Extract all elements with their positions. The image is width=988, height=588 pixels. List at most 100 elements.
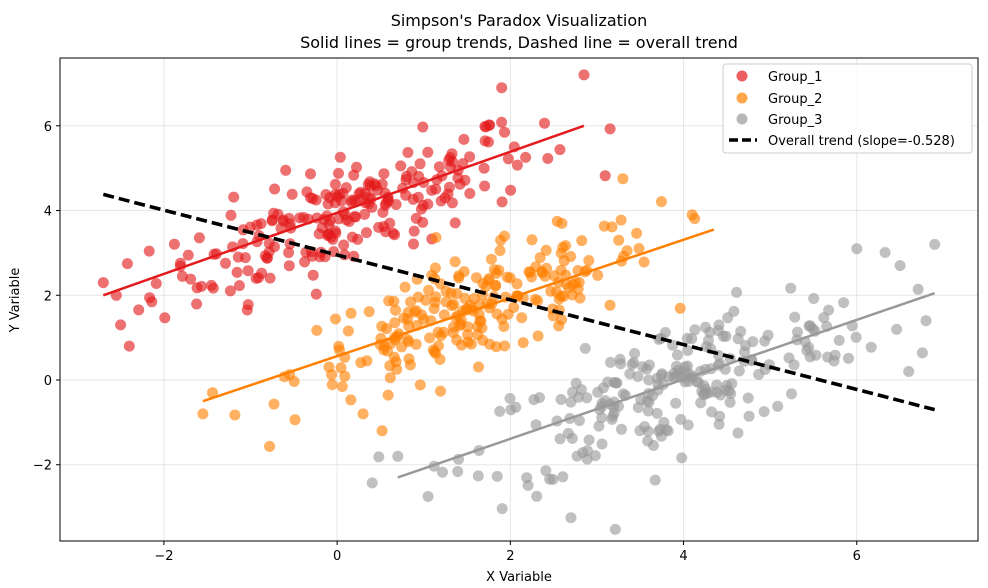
data-point	[269, 183, 281, 195]
data-point	[629, 348, 641, 359]
data-point	[556, 217, 568, 229]
data-point	[349, 211, 360, 223]
data-point	[529, 293, 541, 305]
data-point	[903, 366, 915, 377]
data-point	[316, 222, 328, 234]
data-point	[305, 168, 316, 180]
data-point	[207, 387, 218, 399]
data-point	[542, 153, 554, 164]
data-point	[455, 318, 467, 330]
data-point	[676, 452, 688, 464]
data-point	[335, 362, 347, 374]
data-point	[437, 466, 448, 478]
data-point	[686, 209, 698, 221]
data-point	[280, 164, 292, 176]
data-point	[410, 212, 422, 224]
data-point	[133, 304, 145, 316]
x-tick-label: 6	[853, 549, 861, 564]
data-point	[330, 313, 341, 325]
data-point	[638, 256, 650, 268]
data-point	[499, 340, 511, 352]
data-point	[528, 394, 540, 406]
data-point	[366, 477, 378, 489]
data-point	[728, 305, 740, 317]
data-point	[430, 347, 441, 359]
data-point	[581, 445, 593, 457]
data-point	[592, 269, 604, 281]
data-point	[703, 334, 714, 346]
data-point	[402, 336, 414, 348]
data-point	[348, 169, 360, 181]
data-point	[97, 277, 109, 289]
data-point	[656, 196, 667, 208]
data-point	[345, 394, 357, 406]
y-axis-label: Y Variable	[8, 268, 23, 334]
data-point	[485, 253, 497, 265]
data-point	[346, 231, 358, 243]
data-point	[433, 161, 445, 173]
legend-marker-group-2	[736, 92, 748, 104]
x-tick-label: 2	[506, 549, 514, 564]
data-point	[472, 320, 483, 332]
x-tick-label: 0	[333, 549, 341, 564]
data-point	[224, 285, 236, 297]
data-point	[505, 404, 517, 416]
data-point	[828, 355, 840, 367]
data-point	[324, 192, 336, 204]
data-point	[264, 440, 276, 452]
y-tick-label: 4	[44, 205, 52, 220]
data-point	[363, 306, 375, 318]
data-point	[490, 341, 502, 353]
plot-frame	[59, 57, 979, 542]
data-point	[572, 391, 584, 403]
data-point	[554, 433, 566, 445]
data-point	[642, 405, 654, 417]
data-point	[311, 324, 323, 336]
data-point	[429, 262, 441, 274]
data-point	[783, 352, 795, 364]
data-point	[392, 450, 404, 462]
data-point	[759, 335, 771, 347]
data-point	[491, 470, 503, 482]
data-point	[532, 330, 544, 342]
data-point	[571, 450, 583, 462]
data-point	[376, 320, 388, 332]
data-point	[576, 235, 588, 247]
data-point	[326, 379, 338, 391]
data-point	[159, 312, 171, 324]
data-point	[557, 471, 569, 483]
data-point	[724, 396, 736, 408]
data-point	[373, 221, 385, 233]
data-point	[540, 244, 552, 256]
data-point	[524, 266, 536, 278]
data-point	[286, 188, 298, 200]
data-point	[342, 325, 354, 337]
data-point	[430, 291, 442, 303]
data-point	[326, 369, 338, 381]
data-point	[553, 320, 565, 332]
data-point	[464, 151, 476, 163]
data-point	[643, 396, 655, 408]
data-point	[843, 352, 854, 364]
data-point	[253, 272, 264, 284]
data-point	[480, 280, 492, 292]
data-point	[851, 243, 863, 255]
data-point	[438, 326, 450, 338]
series-group-1	[97, 69, 616, 352]
data-point	[357, 408, 369, 420]
data-point	[670, 397, 682, 409]
data-point	[491, 308, 503, 320]
data-point	[833, 334, 845, 346]
data-point	[355, 186, 367, 198]
data-point	[758, 406, 770, 418]
data-point	[307, 269, 319, 281]
data-point	[458, 266, 470, 278]
data-point	[176, 270, 188, 282]
data-point	[443, 181, 455, 193]
data-point	[395, 160, 407, 172]
x-axis-label: X Variable	[486, 570, 552, 585]
data-point	[593, 420, 605, 432]
data-point	[479, 135, 491, 147]
data-point	[283, 260, 295, 272]
data-point	[327, 233, 339, 245]
